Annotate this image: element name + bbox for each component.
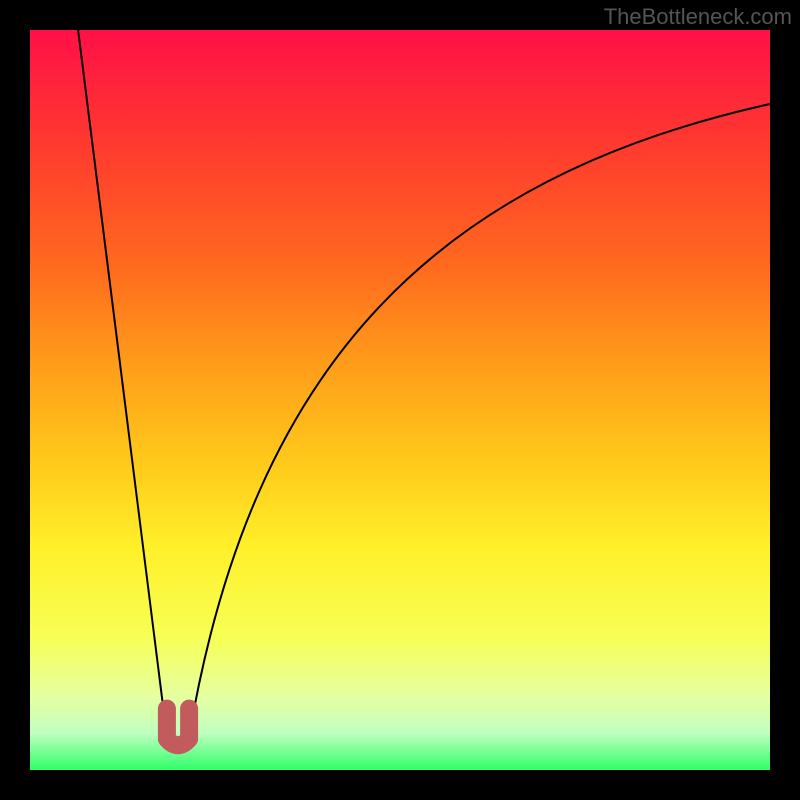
chart-plot-area (30, 30, 770, 770)
bottleneck-chart (0, 0, 800, 800)
watermark-text: TheBottleneck.com (604, 4, 792, 30)
chart-container: TheBottleneck.com (0, 0, 800, 800)
